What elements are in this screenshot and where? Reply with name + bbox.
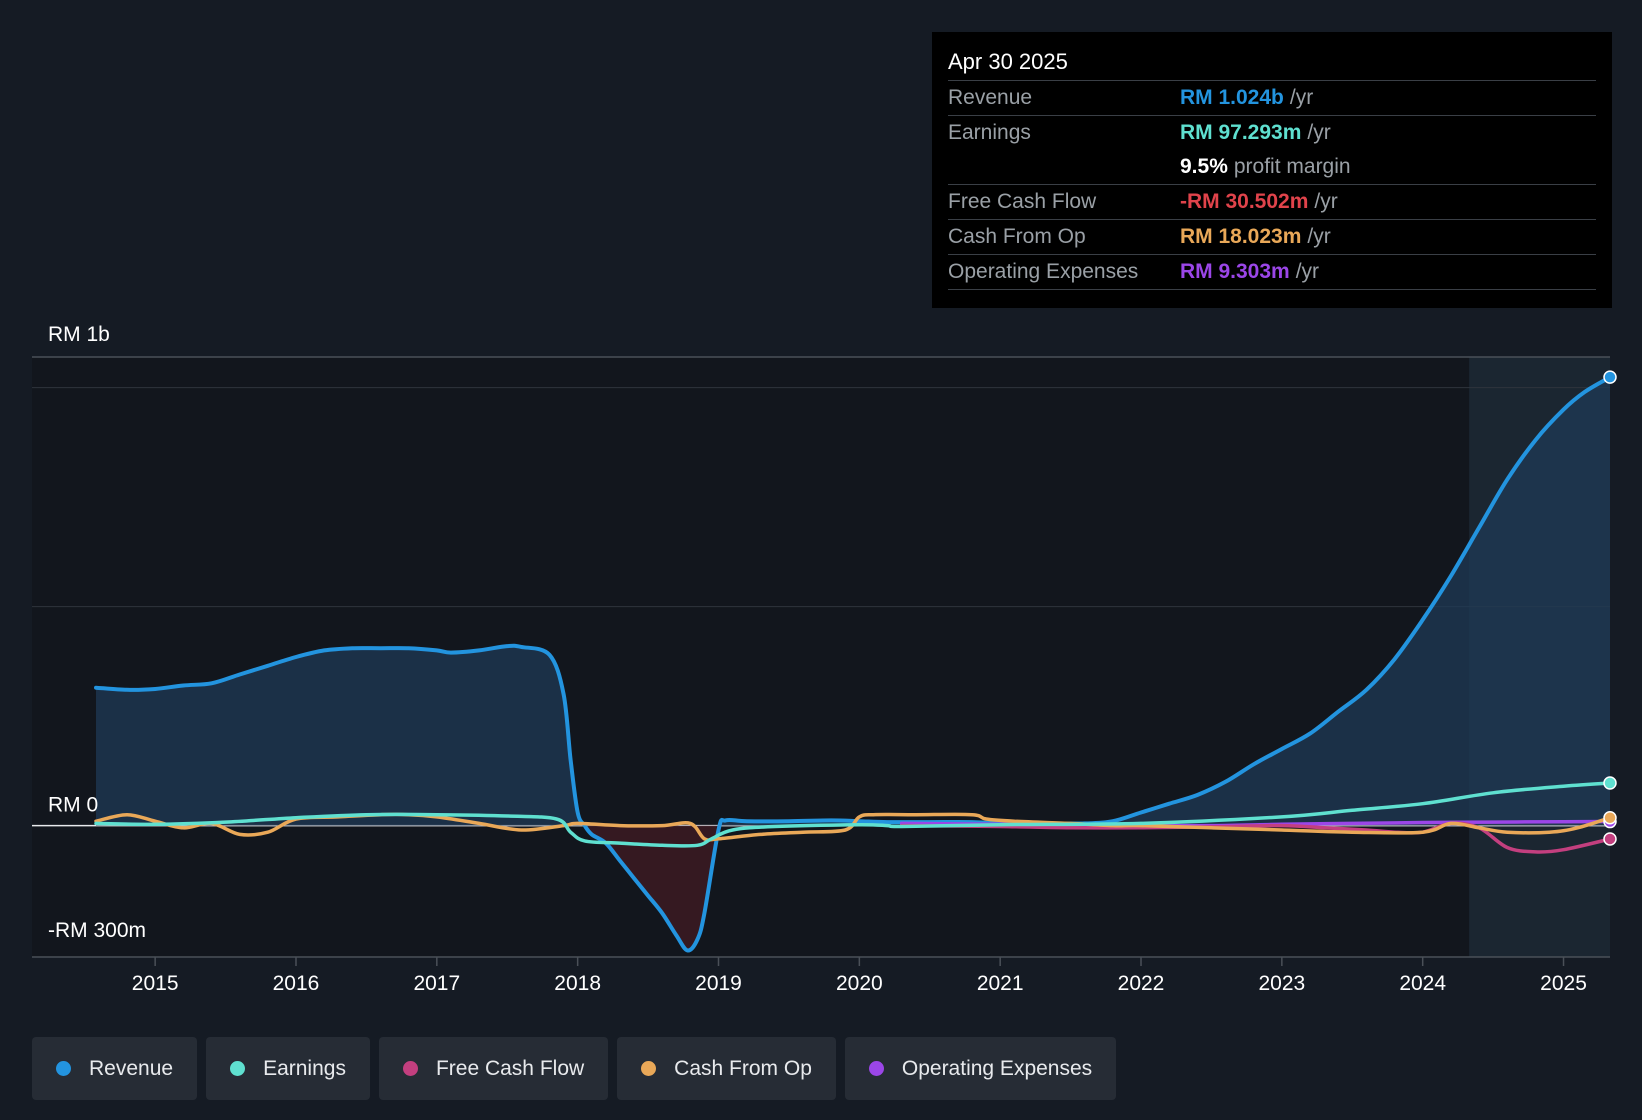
y-tick-label: -RM 300m: [48, 919, 146, 942]
tooltip-row: Operating Expenses RM 9.303m/yr: [948, 254, 1596, 290]
revenue-line: [94, 375, 1612, 953]
legend: Revenue Earnings Free Cash Flow Cash From O…: [32, 1037, 1117, 1100]
tooltip-row-unit: /yr: [1289, 86, 1314, 109]
tooltip-row-label: Free Cash Flow: [948, 190, 1097, 213]
revenue-endpoint: [1603, 370, 1617, 384]
y-axis: RM 1b RM 0 -RM 300m: [48, 323, 146, 942]
legend-item-cash-from-op[interactable]: Cash From Op: [617, 1037, 836, 1100]
tooltip-row-value: 9.5%: [1180, 155, 1228, 178]
tooltip-row: 9.5% profit margin: [948, 150, 1596, 184]
legend-label: Operating Expenses: [901, 1056, 1093, 1080]
earnings-endpoint: [1603, 776, 1617, 790]
revenue-area-positive: [96, 377, 1610, 826]
tooltip-row-label: Revenue: [948, 86, 1033, 109]
legend-dot-icon: [641, 1061, 657, 1076]
tooltip-row: Earnings RM 97.293m/yr: [948, 115, 1596, 150]
x-tick-label: 2024: [1399, 972, 1446, 995]
tooltip-row-unit: /yr: [1307, 225, 1331, 248]
legend-item-earnings[interactable]: Earnings: [206, 1037, 370, 1100]
tooltip-row-value: RM 97.293m: [1180, 121, 1302, 144]
x-tick-label: 2017: [413, 972, 460, 995]
legend-item-free-cash-flow[interactable]: Free Cash Flow: [378, 1037, 609, 1100]
legend-dot-icon: [230, 1061, 246, 1076]
x-tick-label: 2016: [273, 972, 320, 995]
y-tick-label: RM 1b: [48, 323, 110, 346]
tooltip-row-unit: /yr: [1295, 260, 1320, 283]
x-tick-label: 2020: [836, 972, 883, 995]
series-lines: [94, 375, 1612, 953]
tooltip-rows: Revenue RM 1.024b/yr Earnings RM 97.293m/yr…: [948, 80, 1596, 290]
legend-item-operating-expenses[interactable]: Operating Expenses: [844, 1037, 1117, 1100]
earnings-line: [94, 781, 1612, 848]
legend-label: Free Cash Flow: [435, 1056, 585, 1080]
tooltip-row-value: RM 1.024b: [1180, 86, 1284, 109]
x-tick-label: 2023: [1258, 972, 1305, 995]
x-tick-label: 2021: [977, 972, 1024, 995]
tooltip: Apr 30 2025 Revenue RM 1.024b/yr Earnings R…: [932, 32, 1612, 308]
tooltip-row-unit: /yr: [1314, 190, 1338, 213]
legend-dot-icon: [868, 1061, 884, 1076]
legend-label: Cash From Op: [674, 1056, 812, 1080]
x-tick-label: 2019: [695, 972, 742, 995]
legend-label: Revenue: [89, 1056, 174, 1080]
free-cash-flow-endpoint: [1603, 832, 1617, 846]
legend-item-revenue[interactable]: Revenue: [32, 1037, 198, 1100]
plot-area-background: [32, 357, 1610, 957]
tooltip-row-label: Earnings: [948, 121, 1031, 144]
cash-from-op-endpoint: [1603, 810, 1617, 825]
tooltip-row: Revenue RM 1.024b/yr: [948, 80, 1596, 115]
tooltip-row-unit: /yr: [1307, 121, 1331, 144]
tooltip-row: Cash From Op RM 18.023m/yr: [948, 219, 1596, 254]
x-tick-label: 2015: [132, 972, 179, 995]
tooltip-row-value: -RM 30.502m: [1180, 190, 1309, 213]
y-tick-label: RM 0: [48, 794, 98, 817]
tooltip-row-label: Cash From Op: [948, 225, 1086, 248]
legend-dot-icon: [56, 1061, 71, 1076]
tooltip-row-unit: profit margin: [1233, 155, 1351, 178]
tooltip-row: Free Cash Flow -RM 30.502m/yr: [948, 184, 1596, 219]
legend-dot-icon: [402, 1061, 418, 1076]
free-cash-flow-line: [899, 821, 1612, 854]
legend-label: Earnings: [263, 1056, 346, 1080]
tooltip-row-value: RM 18.023m: [1180, 225, 1302, 248]
tooltip-date: Apr 30 2025: [948, 49, 1068, 74]
tooltip-row-label: Operating Expenses: [948, 260, 1139, 283]
x-tick-label: 2022: [1118, 972, 1165, 995]
x-tick-label: 2025: [1540, 972, 1587, 995]
x-axis: 2015 2016 2017 2018 2019 2020 2021 2022 2023 2024…: [132, 957, 1587, 995]
tooltip-row-value: RM 9.303m: [1180, 260, 1290, 283]
gridlines: [32, 356, 1610, 958]
series-endpoints: [1603, 370, 1617, 846]
x-tick-label: 2018: [554, 972, 601, 995]
